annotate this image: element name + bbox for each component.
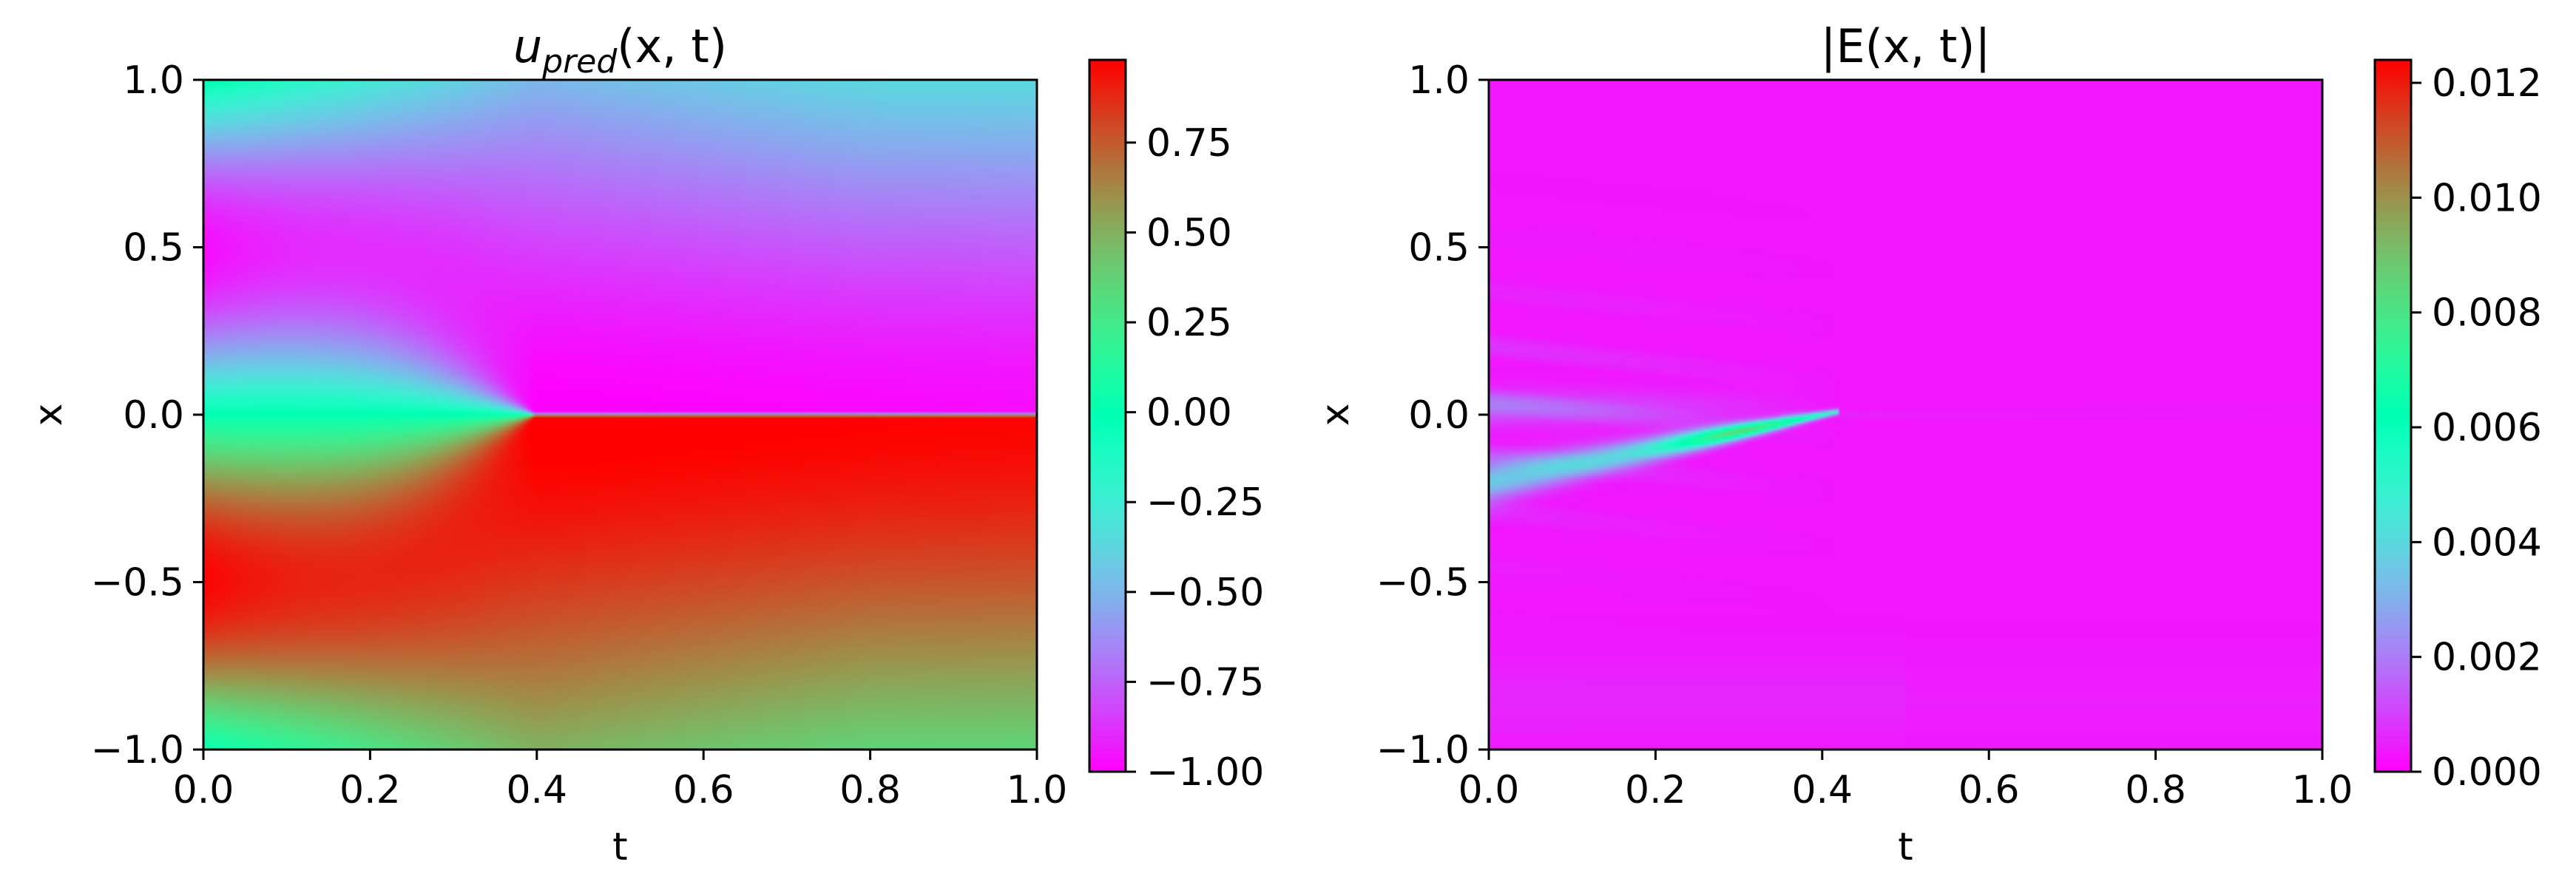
upred-colorbar-tick-label: −0.25 [1146, 480, 1264, 525]
error-x-tick-label: 0.4 [1791, 768, 1853, 812]
upred-colorbar-tick-label: 0.00 [1146, 391, 1232, 435]
error-colorbar-tick-label: 0.000 [2432, 750, 2542, 795]
error-title: |E(x, t)| [1821, 19, 1991, 74]
upred-colorbar-frame [1088, 58, 1127, 773]
error-colorbar-tick-label: 0.004 [2432, 520, 2542, 565]
error-y-tick-label: 0.5 [1408, 226, 1470, 271]
error-colorbar-tick-label: 0.012 [2432, 61, 2542, 106]
upred-y-tick-label: 0.5 [123, 226, 184, 271]
upred-x-tick-label: 0.8 [839, 768, 901, 812]
upred-colorbar-tick-label: 0.75 [1146, 121, 1232, 166]
upred-x-tick-label: 0.4 [506, 768, 567, 812]
upred-x-tick-label: 0.0 [173, 768, 234, 812]
error-y-tick-label: 1.0 [1408, 58, 1470, 103]
upred-x-tick-label: 0.6 [673, 768, 734, 812]
error-y-tick-label: 0.0 [1408, 393, 1470, 438]
upred-y-tick-label: −1.0 [91, 728, 184, 772]
upred-heatmap [203, 80, 1037, 750]
error-colorbar-tick-label: 0.008 [2432, 291, 2542, 336]
upred-colorbar-tick-label: −0.50 [1146, 571, 1264, 615]
upred-y-tick-label: −0.5 [91, 561, 184, 605]
upred-colorbar-tick-label: −0.75 [1146, 660, 1264, 704]
error-colorbar-frame [2373, 58, 2413, 773]
error-y-tick-label: −1.0 [1376, 728, 1470, 772]
error-x-tick-label: 0.6 [1958, 768, 2020, 812]
error-colorbar-tick-label: 0.006 [2432, 406, 2542, 450]
upred-y-axis-label: x [27, 404, 71, 427]
upred-x-axis-label: t [612, 825, 627, 869]
upred-colorbar-tick-label: 0.25 [1146, 301, 1232, 345]
error-panel: 0.0 0.2 0.4 0.6 0.8 1.0 1.0 0.5 0.0 −0.5 −1.0 t x |E(… [1314, 19, 2542, 869]
upred-y-tick-label: 0.0 [123, 393, 184, 438]
error-x-tick-label: 0.0 [1458, 768, 1520, 812]
error-y-axis-label: x [1314, 404, 1358, 427]
error-y-tick-label: −0.5 [1376, 561, 1470, 605]
error-x-tick-label: 0.8 [2125, 768, 2186, 812]
error-colorbar-tick-label: 0.002 [2432, 636, 2542, 680]
error-colorbar-tick-label: 0.010 [2432, 176, 2542, 220]
error-x-tick-label: 1.0 [2292, 768, 2353, 812]
upred-title: upred(x, t) [513, 19, 727, 81]
upred-y-tick-label: 1.0 [123, 58, 184, 103]
upred-colorbar-tick-label: −1.00 [1146, 750, 1264, 795]
error-colorbar [2375, 60, 2411, 772]
error-x-axis-label: t [1898, 825, 1913, 869]
upred-colorbar [1089, 60, 1126, 772]
upred-x-tick-label: 0.2 [339, 768, 401, 812]
upred-panel: 0.0 0.2 0.4 0.6 0.8 1.0 1.0 0.5 0.0 −0.5 −1.0 t x upr… [27, 19, 1264, 869]
upred-colorbar-tick-label: 0.50 [1146, 211, 1232, 255]
upred-x-tick-label: 1.0 [1007, 768, 1068, 812]
error-heatmap [1489, 80, 2322, 750]
error-x-tick-label: 0.2 [1625, 768, 1686, 812]
